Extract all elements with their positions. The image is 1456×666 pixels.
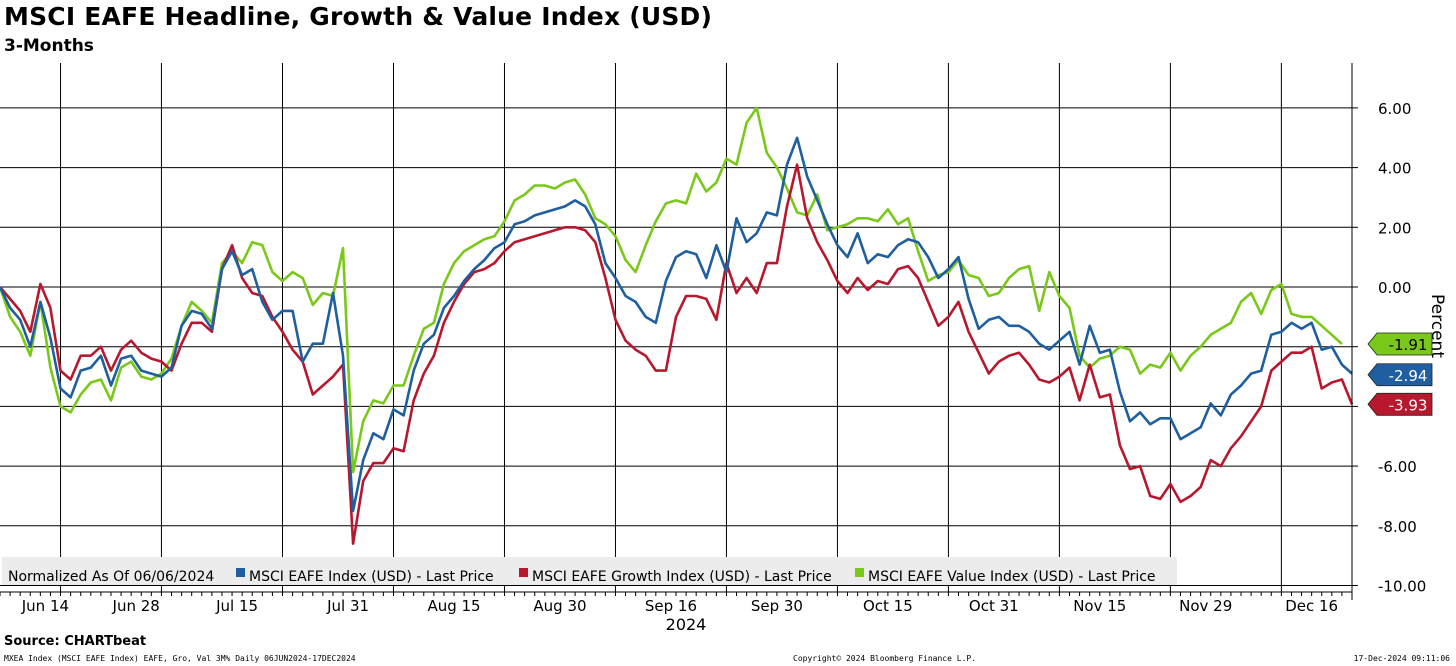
- x-axis-year: 2024: [666, 615, 707, 634]
- legend-swatch-value: [855, 568, 864, 577]
- x-tick-label: Oct 31: [969, 597, 1019, 615]
- legend-normalized-note: Normalized As Of 06/06/2024: [8, 569, 214, 585]
- legend: Normalized As Of 06/06/2024 MSCI EAFE In…: [2, 557, 1177, 585]
- legend-background: [2, 557, 1177, 585]
- x-tick-label: Jul 15: [215, 597, 258, 615]
- series-line-1: [0, 163, 1354, 546]
- y-tick-label: -10.00: [1378, 578, 1426, 596]
- x-tick-label: Sep 16: [645, 597, 697, 615]
- series-line-0: [0, 136, 1353, 513]
- end-labels: -2.94 -3.93 -1.91: [1367, 332, 1433, 416]
- axes: 6.004.002.000.00-2.00-4.00-6.00-8.00-10.…: [0, 63, 1426, 615]
- series-lines: [0, 106, 1354, 546]
- legend-label-eafe: MSCI EAFE Index (USD) - Last Price: [249, 569, 494, 585]
- chart-subtitle: 3-Months: [4, 36, 94, 56]
- y-tick-label: 6.00: [1378, 100, 1411, 118]
- chart-title: MSCI EAFE Headline, Growth & Value Index…: [4, 2, 713, 31]
- x-tick-label: Dec 16: [1285, 597, 1338, 615]
- legend-label-value: MSCI EAFE Value Index (USD) - Last Price: [868, 569, 1156, 585]
- x-tick-label: Sep 30: [751, 597, 803, 615]
- y-axis-title: Percent: [1427, 294, 1447, 358]
- y-tick-label: 2.00: [1378, 219, 1411, 237]
- end-label-value-2: -1.91: [1389, 336, 1428, 354]
- x-tick-label: Oct 15: [863, 597, 913, 615]
- x-tick-label: Jul 31: [326, 597, 369, 615]
- x-tick-label: Aug 15: [427, 597, 480, 615]
- footer-timestamp: 17-Dec-2024 09:11:06: [1353, 654, 1450, 663]
- end-label-tag-2: [1367, 332, 1433, 356]
- y-tick-label: -6.00: [1378, 458, 1417, 476]
- footer-copyright: Copyright© 2024 Bloomberg Finance L.P.: [793, 654, 977, 663]
- footer-ticker-info: MXEA Index (MSCI EAFE Index) EAFE, Gro, …: [4, 654, 356, 663]
- grid-lines: [0, 63, 1352, 592]
- y-tick-label: -8.00: [1378, 518, 1417, 536]
- end-label-value-0: -2.94: [1389, 367, 1428, 385]
- end-label-value-1: -3.93: [1389, 396, 1428, 414]
- x-tick-label: Jun 14: [21, 597, 69, 615]
- y-tick-label: 0.00: [1378, 279, 1411, 297]
- series-line-2: [0, 106, 1343, 474]
- x-tick-label: Nov 29: [1179, 597, 1232, 615]
- x-tick-label: Aug 30: [533, 597, 586, 615]
- x-tick-label: Nov 15: [1073, 597, 1126, 615]
- end-label-tag-1: [1367, 392, 1433, 416]
- legend-label-growth: MSCI EAFE Growth Index (USD) - Last Pric…: [532, 569, 832, 585]
- x-tick-label: Jun 28: [112, 597, 160, 615]
- source-note: Source: CHARTbeat: [4, 634, 147, 649]
- end-label-tag-0: [1367, 363, 1433, 387]
- legend-swatch-eafe: [236, 568, 245, 577]
- legend-swatch-growth: [519, 568, 528, 577]
- y-tick-label: 4.00: [1378, 160, 1411, 178]
